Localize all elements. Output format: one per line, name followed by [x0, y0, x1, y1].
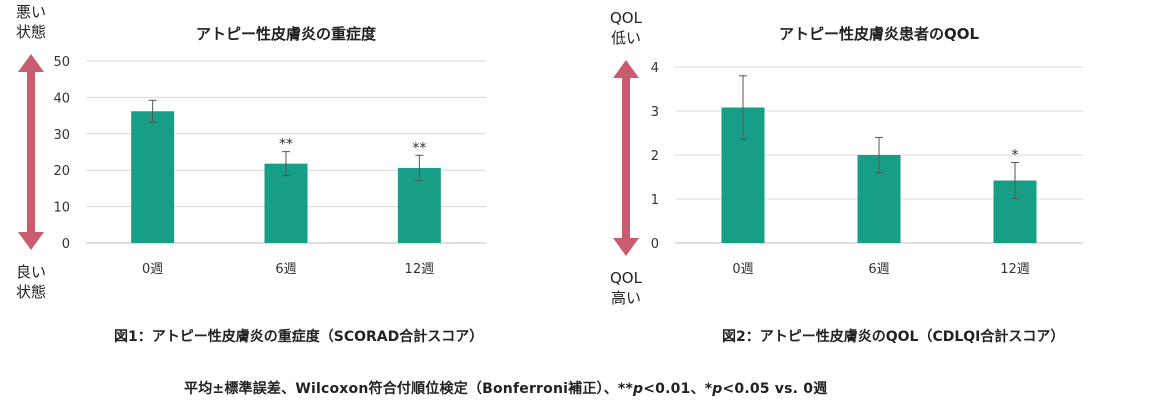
qol-significance-mark: * [1012, 147, 1019, 163]
footnote-p1: p [632, 381, 644, 397]
footnote-part3: <0.05 vs. 0週 [722, 381, 828, 397]
right-top-label: QOL 低い [610, 9, 642, 47]
qol-ytick-label: 2 [651, 149, 659, 164]
footnote-part1: 平均±標準誤差、Wilcoxon符合付順位検定（Bonferroni補正）、** [184, 381, 633, 397]
qol-xtick-label: 6週 [868, 262, 889, 277]
severity-xtick-label: 12週 [405, 262, 435, 277]
severity-ytick-label: 20 [53, 164, 70, 179]
severity-xtick-label: 0週 [142, 262, 163, 277]
right-bottom-label: QOL 高い [610, 269, 642, 307]
footnote-part2: <0.01、* [643, 381, 713, 397]
qol-chart: アトピー性皮膚炎患者のQOL 0 1 2 3 4 0週 6週 * 12週 [651, 25, 1083, 277]
severity-bar [264, 163, 308, 243]
footnote-p2: p [712, 381, 723, 397]
right-caption: 図2：アトピー性皮膚炎のQOL（CDLQI合計スコア） [722, 329, 1065, 345]
severity-significance-mark: ** [412, 140, 426, 156]
left-arrow-shape [18, 54, 44, 250]
qol-ytick-label: 3 [651, 105, 659, 120]
left-top-label: 悪い 状態 [15, 3, 46, 41]
severity-ytick-label: 0 [62, 237, 70, 252]
left-bottom-label: 良い 状態 [15, 263, 46, 301]
right-qol-arrow [613, 60, 639, 256]
qol-ytick-label: 0 [651, 237, 659, 252]
severity-significance-mark: ** [279, 137, 293, 153]
severity-ytick-label: 30 [53, 128, 70, 143]
qol-chart-title: アトピー性皮膚炎患者のQOL [779, 25, 980, 43]
qol-xtick-label: 0週 [732, 262, 753, 277]
left-caption: 図1：アトピー性皮膚炎の重症度（SCORAD合計スコア） [114, 329, 484, 345]
footnote: 平均±標準誤差、Wilcoxon符合付順位検定（Bonferroni補正）、**… [184, 378, 827, 398]
severity-ytick-label: 10 [53, 201, 70, 216]
severity-xtick-label: 6週 [275, 262, 296, 277]
qol-xtick-label: 12週 [1000, 262, 1030, 277]
severity-chart: アトピー性皮膚炎の重症度 0 10 20 30 40 50 0週 ** 6週 ** 12週 [53, 25, 486, 277]
qol-ytick-label: 1 [651, 193, 659, 208]
qol-ytick-label: 4 [651, 61, 659, 76]
severity-chart-title: アトピー性皮膚炎の重症度 [196, 25, 377, 43]
left-severity-arrow [18, 54, 44, 250]
severity-bar [131, 111, 175, 244]
severity-ytick-label: 40 [53, 91, 70, 106]
right-arrow-shape [613, 60, 639, 256]
severity-ytick-label: 50 [53, 55, 70, 70]
